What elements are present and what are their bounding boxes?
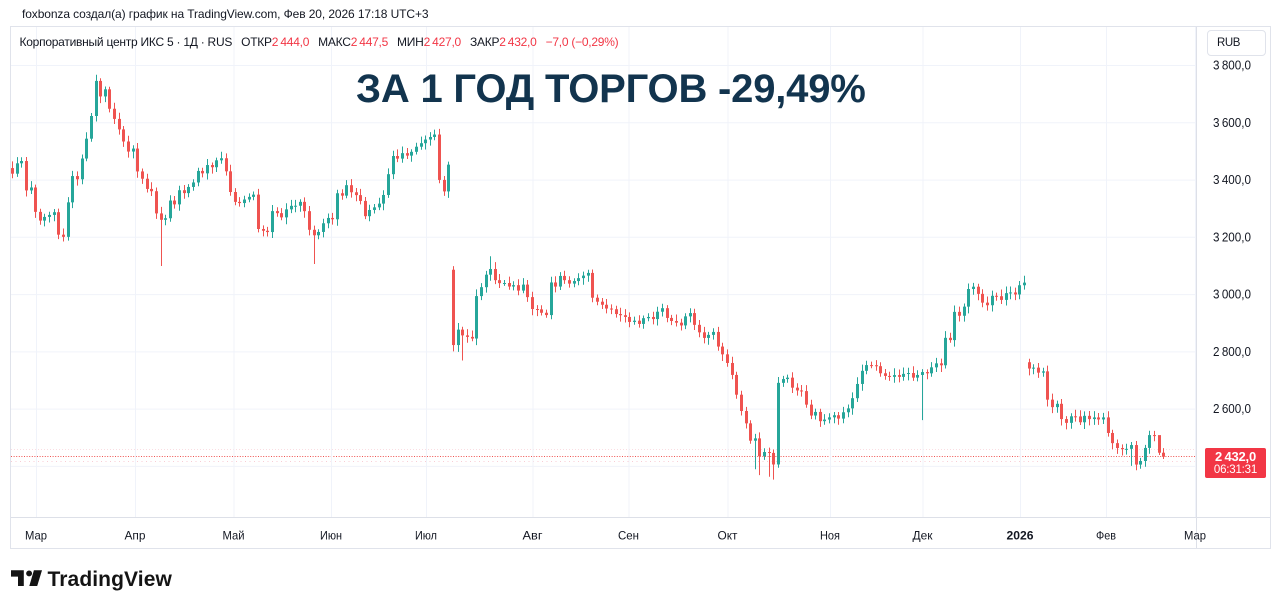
svg-text:Авг: Авг	[523, 529, 544, 543]
svg-text:Июл: Июл	[415, 529, 437, 543]
svg-text:Фев: Фев	[1096, 529, 1116, 543]
svg-text:Мар: Мар	[25, 529, 47, 543]
svg-text:Дек: Дек	[913, 529, 934, 543]
svg-text:3 400,0: 3 400,0	[1213, 173, 1251, 187]
svg-text:Мар: Мар	[1184, 529, 1206, 543]
svg-text:Окт: Окт	[718, 529, 738, 543]
svg-text:Сен: Сен	[618, 529, 639, 543]
svg-text:3 200,0: 3 200,0	[1213, 230, 1251, 244]
svg-text:2026: 2026	[1007, 529, 1034, 543]
svg-text:2 600,0: 2 600,0	[1213, 402, 1251, 416]
svg-text:2 800,0: 2 800,0	[1213, 345, 1251, 359]
svg-text:3 000,0: 3 000,0	[1213, 288, 1251, 302]
svg-text:3 600,0: 3 600,0	[1213, 116, 1251, 130]
svg-text:3 800,0: 3 800,0	[1213, 59, 1251, 73]
svg-text:Июн: Июн	[320, 529, 342, 543]
svg-text:Май: Май	[223, 529, 245, 543]
svg-text:Ноя: Ноя	[820, 529, 840, 543]
svg-text:Апр: Апр	[125, 529, 146, 543]
svg-text:TradingView: TradingView	[48, 570, 173, 591]
